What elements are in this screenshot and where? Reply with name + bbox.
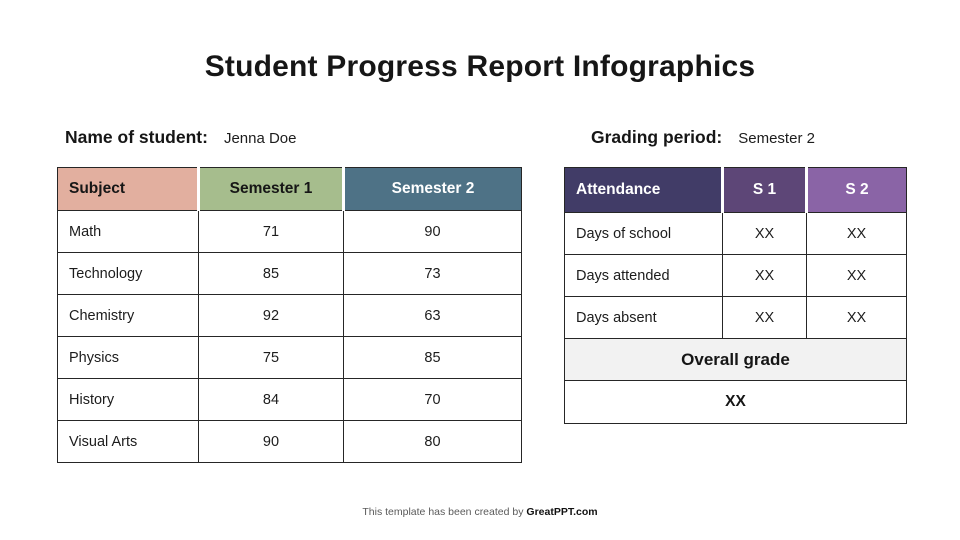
table-row: Chemistry 92 63 [57, 294, 522, 337]
table-row: History 84 70 [57, 378, 522, 421]
subject-cell: Physics [57, 336, 199, 379]
overall-grade-label-row: Overall grade [564, 338, 907, 381]
attendance-value-cell: XX [722, 296, 807, 339]
grade-cell: 73 [343, 252, 522, 295]
attendance-value-cell: XX [722, 254, 807, 297]
grade-cell: 80 [343, 420, 522, 463]
grade-cell: 85 [343, 336, 522, 379]
attendance-header-label: Attendance [564, 167, 724, 213]
table-row: Technology 85 73 [57, 252, 522, 295]
attendance-value-cell: XX [806, 212, 907, 255]
grade-cell: 71 [198, 210, 344, 253]
grades-header-semester1: Semester 1 [197, 167, 345, 211]
overall-grade-label: Overall grade [564, 338, 907, 381]
grading-period-value: Semester 2 [738, 130, 815, 147]
grading-period-label: Grading period: [591, 127, 723, 147]
overall-grade-value: XX [564, 380, 907, 424]
student-name-value: Jenna Doe [223, 130, 297, 147]
grades-header-subject: Subject [57, 167, 200, 211]
grade-cell: 70 [343, 378, 522, 421]
footer-credit-text: This template has been created by [362, 506, 524, 518]
table-row: Physics 75 85 [57, 336, 522, 379]
grade-cell: 92 [198, 294, 344, 337]
grades-header-row: Subject Semester 1 Semester 2 [57, 167, 522, 211]
table-row: Math 71 90 [57, 210, 522, 253]
attendance-header-row: Attendance S 1 S 2 [564, 167, 907, 213]
page-title: Student Progress Report Infographics [204, 50, 756, 83]
grade-cell: 63 [343, 294, 522, 337]
table-row: Days absent XX XX [564, 296, 907, 339]
table-row: Days of school XX XX [564, 212, 907, 255]
subject-cell: Chemistry [57, 294, 199, 337]
subject-cell: Technology [57, 252, 199, 295]
attendance-label-cell: Days absent [564, 296, 723, 339]
subject-cell: History [57, 378, 199, 421]
grade-cell: 90 [343, 210, 522, 253]
footer-credit: This template has been created by GreatP… [0, 506, 960, 518]
attendance-table: Attendance S 1 S 2 Days of school XX XX … [564, 167, 907, 424]
student-name-label: Name of student: [65, 127, 208, 147]
subject-cell: Math [57, 210, 199, 253]
attendance-value-cell: XX [806, 254, 907, 297]
grades-header-semester2: Semester 2 [342, 167, 522, 211]
grade-cell: 85 [198, 252, 344, 295]
grade-cell: 75 [198, 336, 344, 379]
attendance-label-cell: Days attended [564, 254, 723, 297]
attendance-value-cell: XX [722, 212, 807, 255]
grade-cell: 90 [198, 420, 344, 463]
attendance-header-s2: S 2 [805, 167, 907, 213]
attendance-header-s1: S 1 [721, 167, 808, 213]
grades-table: Subject Semester 1 Semester 2 Math 71 90… [57, 167, 522, 463]
table-row: Visual Arts 90 80 [57, 420, 522, 463]
attendance-value-cell: XX [806, 296, 907, 339]
grading-period-field: Grading period: Semester 2 [591, 127, 815, 148]
brand-name: GreatPPT.com [526, 506, 598, 518]
overall-grade-value-row: XX [564, 380, 907, 424]
student-name-field: Name of student: Jenna Doe [65, 127, 297, 148]
grade-cell: 84 [198, 378, 344, 421]
table-row: Days attended XX XX [564, 254, 907, 297]
subject-cell: Visual Arts [57, 420, 199, 463]
attendance-label-cell: Days of school [564, 212, 723, 255]
